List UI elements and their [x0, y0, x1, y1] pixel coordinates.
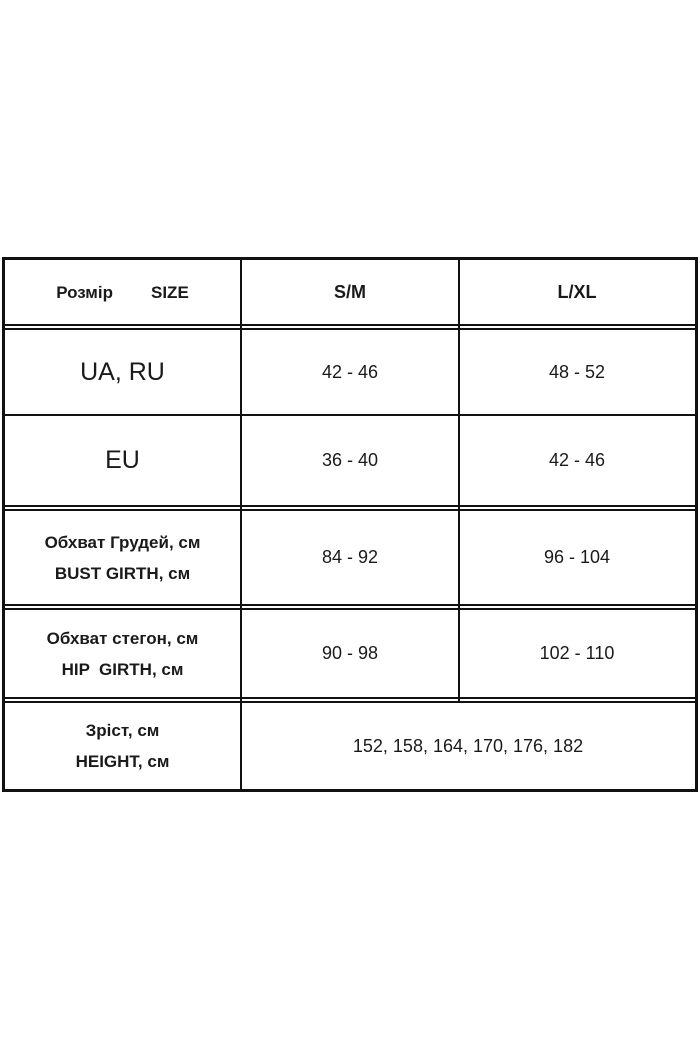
height-label-ua: Зріст, см: [85, 721, 160, 740]
divider: [3, 328, 697, 330]
row-label-ua-ru: UA, RU: [80, 357, 165, 386]
bust-label-en: BUST GIRTH, см: [54, 563, 191, 583]
divider: [3, 604, 697, 606]
divider: [3, 414, 697, 416]
cell-bust-sm: 84 - 92: [321, 547, 379, 567]
divider: [3, 505, 697, 507]
row-label-hip: Обхват стегон, см HIP GIRTH, см: [5, 610, 240, 697]
divider: [458, 258, 460, 702]
divider: [3, 701, 697, 703]
divider: [3, 509, 697, 511]
height-label-en: HEIGHT, см: [75, 752, 170, 771]
header-col-lxl: L/XL: [557, 282, 597, 302]
cell-height-values: 152, 158, 164, 170, 176, 182: [352, 735, 584, 756]
cell-bust-lxl: 96 - 104: [543, 547, 611, 567]
cell-hip-sm: 90 - 98: [321, 643, 379, 663]
cell-hip-lxl: 102 - 110: [539, 643, 615, 663]
table-border: [2, 257, 698, 792]
header-label-en: SIZE: [151, 283, 189, 302]
cell-eu-sm: 36 - 40: [321, 450, 379, 470]
hip-label-ua: Обхват стегон, см: [46, 628, 199, 648]
header-label-ua: Розмір: [56, 283, 113, 302]
header-size-label: Розмір SIZE: [5, 261, 240, 324]
hip-label-en: HIP GIRTH, см: [61, 659, 184, 679]
divider: [240, 258, 242, 790]
bust-label-ua: Обхват Грудей, см: [44, 532, 201, 552]
divider: [3, 608, 697, 610]
cell-ua-lxl: 48 - 52: [548, 361, 606, 382]
header-col-sm: S/M: [333, 282, 366, 302]
row-label-eu: EU: [105, 446, 140, 474]
row-label-bust: Обхват Грудей, см BUST GIRTH, см: [5, 511, 240, 604]
divider: [3, 697, 697, 699]
cell-eu-lxl: 42 - 46: [548, 450, 606, 470]
divider: [3, 324, 697, 326]
cell-ua-sm: 42 - 46: [321, 361, 379, 382]
row-label-height: Зріст, см HEIGHT, см: [5, 703, 240, 789]
